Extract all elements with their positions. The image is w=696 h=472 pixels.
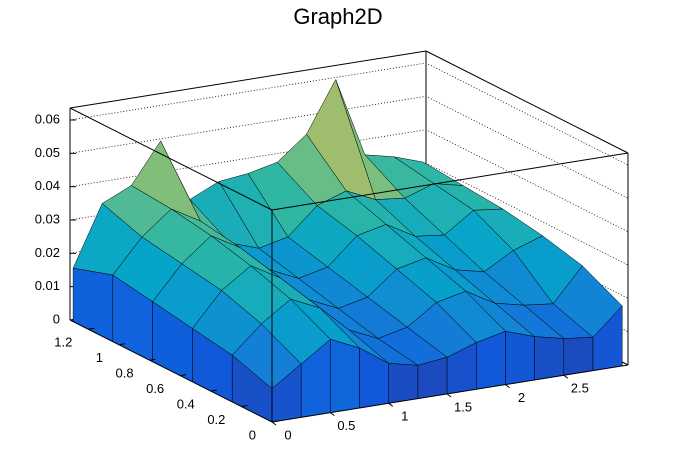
x-tick-label: 0 bbox=[284, 427, 291, 442]
x-tick-label: 1.5 bbox=[454, 399, 472, 414]
y-tick-label: 0.8 bbox=[115, 366, 133, 381]
z-tick-label: 0.06 bbox=[35, 111, 60, 126]
y-tick-label: 0.4 bbox=[177, 397, 195, 412]
x-tick bbox=[446, 393, 452, 398]
z-tick-label: 0 bbox=[53, 311, 60, 326]
box-edge bbox=[69, 107, 273, 211]
y-axis-line bbox=[69, 319, 273, 423]
x-axis-line bbox=[271, 364, 629, 423]
box-edge bbox=[425, 50, 629, 154]
z-tick-label: 0.03 bbox=[35, 211, 60, 226]
y-tick bbox=[88, 327, 95, 330]
y-tick bbox=[180, 374, 187, 377]
surface-skirt bbox=[388, 363, 419, 404]
z-tick-label: 0.05 bbox=[35, 145, 60, 160]
z-tick-label: 0.02 bbox=[35, 245, 60, 260]
surface-skirt bbox=[330, 338, 360, 413]
y-tick bbox=[118, 343, 126, 346]
surface-skirt bbox=[72, 267, 114, 343]
box-edge bbox=[271, 152, 629, 211]
y-tick-label: 0 bbox=[249, 427, 256, 442]
y-tick bbox=[149, 358, 156, 361]
grid-line bbox=[69, 95, 629, 199]
surface-skirt bbox=[534, 336, 565, 381]
y-tick bbox=[210, 389, 217, 392]
y-tick bbox=[241, 405, 248, 408]
surface-skirt bbox=[505, 331, 535, 385]
grid-line bbox=[69, 62, 629, 166]
z-tick-label: 0.01 bbox=[35, 278, 60, 293]
x-tick-label: 2 bbox=[518, 390, 525, 405]
x-tick-label: 0.5 bbox=[337, 418, 355, 433]
surface-skirt bbox=[563, 337, 594, 376]
y-tick-label: 1 bbox=[96, 350, 103, 365]
z-tick-label: 0.04 bbox=[35, 178, 60, 193]
x-tick-label: 1 bbox=[401, 409, 408, 424]
x-tick bbox=[330, 412, 335, 417]
x-tick bbox=[505, 384, 510, 389]
chart-title: Graph2D bbox=[293, 4, 382, 29]
y-tick bbox=[271, 420, 279, 423]
y-tick-label: 0.2 bbox=[207, 412, 225, 427]
x-tick bbox=[388, 402, 394, 407]
x-tick bbox=[563, 374, 569, 379]
y-tick-label: 1.2 bbox=[54, 335, 72, 350]
x-tick bbox=[271, 421, 277, 426]
y-tick-label: 0.6 bbox=[146, 381, 164, 396]
x-tick-label: 2.5 bbox=[571, 381, 589, 396]
box-edge bbox=[69, 50, 427, 109]
